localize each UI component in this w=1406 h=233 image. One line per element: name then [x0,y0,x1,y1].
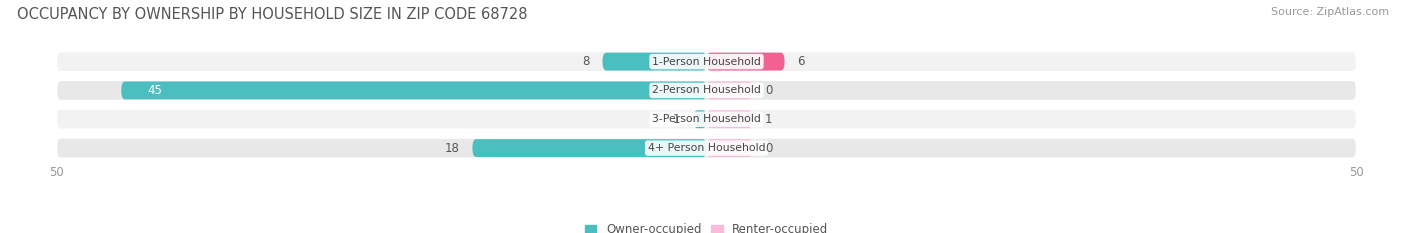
Text: 0: 0 [765,142,772,155]
Legend: Owner-occupied, Renter-occupied: Owner-occupied, Renter-occupied [579,219,834,233]
Text: 0: 0 [765,84,772,97]
Text: 4+ Person Household: 4+ Person Household [648,143,765,153]
Text: 2-Person Household: 2-Person Household [652,86,761,96]
FancyBboxPatch shape [707,139,752,157]
FancyBboxPatch shape [121,82,707,99]
Text: 3-Person Household: 3-Person Household [652,114,761,124]
FancyBboxPatch shape [707,82,752,99]
Text: 18: 18 [444,142,460,155]
FancyBboxPatch shape [707,110,752,128]
Text: Source: ZipAtlas.com: Source: ZipAtlas.com [1271,7,1389,17]
Text: 1: 1 [673,113,681,126]
FancyBboxPatch shape [56,138,1357,158]
FancyBboxPatch shape [56,109,1357,130]
FancyBboxPatch shape [56,80,1357,101]
Text: 45: 45 [148,84,162,97]
Text: 6: 6 [797,55,806,68]
Text: 1: 1 [765,113,772,126]
FancyBboxPatch shape [56,51,1357,72]
Text: OCCUPANCY BY OWNERSHIP BY HOUSEHOLD SIZE IN ZIP CODE 68728: OCCUPANCY BY OWNERSHIP BY HOUSEHOLD SIZE… [17,7,527,22]
FancyBboxPatch shape [707,53,785,71]
Text: 8: 8 [582,55,589,68]
FancyBboxPatch shape [603,53,707,71]
Text: 1-Person Household: 1-Person Household [652,57,761,67]
FancyBboxPatch shape [472,139,707,157]
FancyBboxPatch shape [693,110,707,128]
